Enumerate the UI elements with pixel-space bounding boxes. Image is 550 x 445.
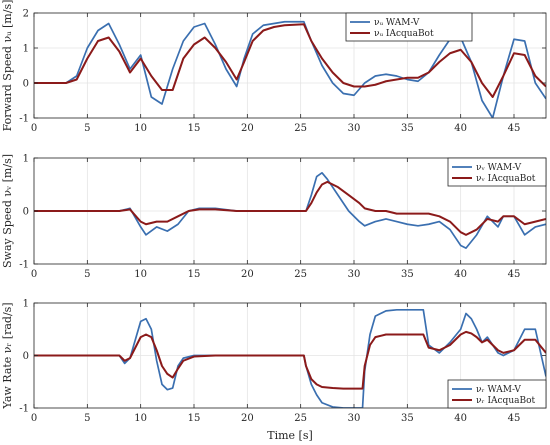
x-tick-label: 30 (348, 123, 361, 134)
x-tick-label: 5 (84, 413, 90, 424)
x-tick-label: 15 (188, 413, 201, 424)
y-axis-label: Sway Speed νᵥ [m/s] (1, 154, 14, 268)
y-tick-label: -1 (19, 404, 29, 415)
axes-box (33, 12, 547, 119)
x-tick-label: 20 (241, 123, 254, 134)
x-tick-label: 25 (294, 123, 307, 134)
legend: νᵥ WAM-Vνᵥ IAcquaBot (447, 157, 547, 187)
x-tick-label: 15 (188, 269, 201, 280)
x-tick-label: 30 (348, 413, 361, 424)
legend-box (447, 379, 547, 409)
x-tick-label: 40 (454, 123, 467, 134)
series-line-2 (34, 330, 546, 390)
y-tick-label: 0 (23, 351, 29, 362)
x-axis-label: Time [s] (267, 429, 313, 442)
x-tick-label: 5 (84, 123, 90, 134)
x-tick-label: 35 (401, 269, 414, 280)
legend: νᵤ WAM-Vνᵤ IAcquaBot (345, 12, 473, 42)
legend-entry: νᵤ WAM-V (374, 18, 420, 28)
x-tick-label: 25 (294, 413, 307, 424)
x-tick-label: 5 (84, 269, 90, 280)
series-line-2 (34, 23, 546, 98)
y-tick-label: 1 (23, 154, 29, 165)
legend: νᵣ WAM-Vνᵣ IAcquaBot (447, 379, 547, 409)
legend-entry: νᵥ WAM-V (476, 163, 522, 173)
x-tick-label: 0 (31, 413, 37, 424)
series-line-1 (34, 171, 546, 249)
y-tick-label: -1 (19, 114, 29, 125)
legend-box (447, 157, 547, 187)
y-tick-label: 0 (23, 207, 29, 218)
x-tick-label: 25 (294, 269, 307, 280)
legend-entry: νᵥ IAcquaBot (476, 174, 536, 184)
x-tick-label: 0 (31, 123, 37, 134)
x-tick-label: 45 (508, 123, 521, 134)
x-tick-label: 10 (134, 269, 147, 280)
series-line-2 (34, 180, 546, 236)
x-tick-label: 30 (348, 269, 361, 280)
x-tick-label: 10 (134, 123, 147, 134)
y-axis-label: Yaw Rate νᵣ [rad/s] (1, 302, 14, 409)
x-tick-label: 35 (401, 123, 414, 134)
x-tick-label: 15 (188, 123, 201, 134)
y-tick-label: -1 (19, 260, 29, 271)
x-tick-label: 10 (134, 413, 147, 424)
y-axis-label: Forward Speed νᵤ [m/s] (1, 0, 14, 131)
x-tick-label: 20 (241, 413, 254, 424)
legend-entry: νᵣ WAM-V (476, 385, 521, 395)
y-tick-label: 0 (23, 79, 29, 90)
x-tick-label: 20 (241, 269, 254, 280)
x-tick-label: 0 (31, 269, 37, 280)
series-line-1 (34, 20, 546, 118)
x-tick-label: 40 (454, 413, 467, 424)
x-tick-label: 40 (454, 269, 467, 280)
legend-entry: νᵤ IAcquaBot (374, 29, 434, 39)
legend-entry: νᵣ IAcquaBot (476, 396, 536, 406)
y-tick-label: 2 (23, 9, 29, 20)
y-tick-label: 1 (23, 44, 29, 55)
x-tick-label: 45 (508, 269, 521, 280)
legend-box (345, 12, 473, 42)
y-tick-label: 1 (23, 299, 29, 310)
x-tick-label: 45 (508, 413, 521, 424)
x-tick-label: 35 (401, 413, 414, 424)
